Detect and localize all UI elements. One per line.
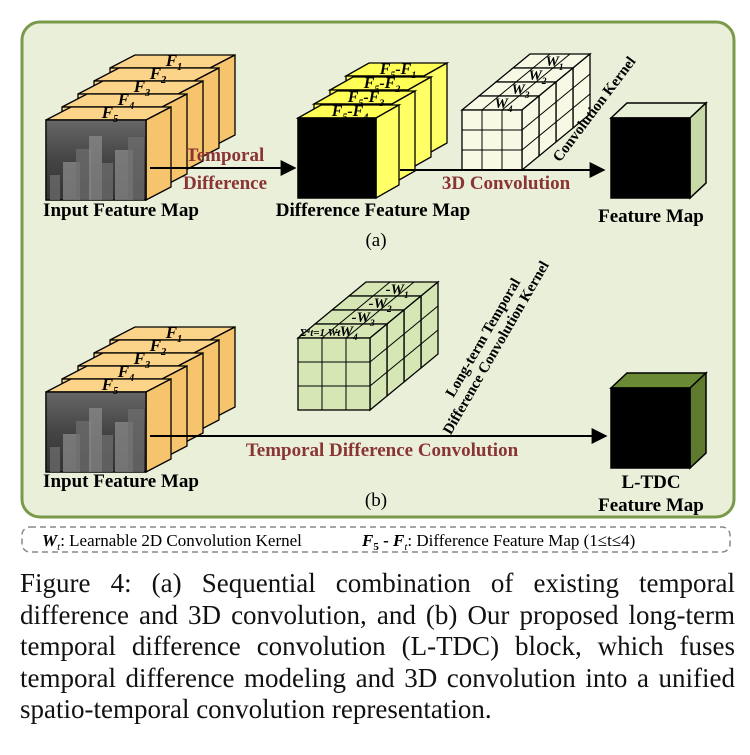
input-label-b: Input Feature Map	[43, 471, 199, 492]
output-cube-b	[609, 371, 708, 470]
op-temporal: Temporal	[186, 145, 264, 166]
frame-label-f4: F4	[117, 90, 135, 112]
output-label-b1: L-TDC	[621, 472, 680, 493]
frame-label-f2: F2	[149, 336, 167, 358]
kernel-label-0: W1	[546, 54, 564, 73]
legend-w-symbol: W	[42, 531, 59, 550]
diff-label-1: F5-F2	[363, 75, 401, 95]
legend-w-sub: t	[57, 541, 61, 553]
diff-label-3: F5-F4	[331, 103, 369, 123]
svg-text:F5 - Ft: Difference Feature Ma: F5 - Ft: Difference Feature Map (1≤t≤4)	[361, 531, 635, 553]
difference-label: Difference Feature Map	[276, 200, 471, 221]
kernel-label-2: W3	[512, 82, 530, 101]
frame-label-f3: F3	[133, 77, 151, 99]
kernel-label-1: W2	[529, 68, 547, 87]
output-label-a: Feature Map	[598, 206, 704, 227]
frame-label-f5: F5	[101, 103, 119, 125]
input-label-a: Input Feature Map	[43, 200, 199, 221]
diff-label-0: F5-F1	[379, 61, 417, 81]
panel-letter-b: (b)	[365, 490, 387, 511]
kernel-label-1: -W2	[369, 296, 392, 315]
legend-f-text: : Difference Feature Map (1≤t≤4)	[407, 531, 635, 550]
op-tdc: Temporal Difference Convolution	[246, 440, 519, 461]
figure-caption: Figure 4: (a) Sequential combination of …	[20, 568, 735, 724]
legend: Wt: Learnable 2D Convolution Kernel F5 -…	[21, 526, 731, 553]
output-label-b2: Feature Map	[598, 495, 704, 516]
kernel-label-3: W4	[495, 96, 513, 115]
kernel-sum-label: Σ⁴t=1 Wt	[299, 327, 342, 339]
legend-f-sub-t: t	[404, 541, 408, 553]
legend-f-symbol: F	[361, 531, 374, 550]
frame-label-f3: F3	[133, 349, 151, 371]
legend-w-text: : Learnable 2D Convolution Kernel	[60, 531, 302, 550]
frame-label-f1: F1	[165, 51, 183, 73]
frame-label-f2: F2	[149, 64, 167, 86]
kernel-label-2: -W3	[352, 310, 375, 329]
panel-letter-a: (a)	[365, 230, 386, 251]
legend-f-sub5: 5	[373, 541, 379, 553]
svg-text:Wt: Learnable 2D Convolution K: Wt: Learnable 2D Convolution Kernel	[42, 531, 302, 553]
op-difference: Difference	[183, 173, 267, 194]
diff-label-2: F5-F3	[347, 89, 385, 109]
legend-f-dash: -	[379, 531, 393, 550]
kernel-label-3: -W4	[335, 324, 358, 343]
op-3d-convolution: 3D Convolution	[442, 173, 571, 194]
kernel-label-0: -W1	[386, 282, 409, 301]
output-cube-a	[609, 101, 708, 200]
frame-label-f4: F4	[117, 362, 135, 384]
frame-label-f5: F5	[101, 375, 119, 397]
legend-f-symbol2: F	[392, 531, 405, 550]
frame-label-f1: F1	[165, 323, 183, 345]
